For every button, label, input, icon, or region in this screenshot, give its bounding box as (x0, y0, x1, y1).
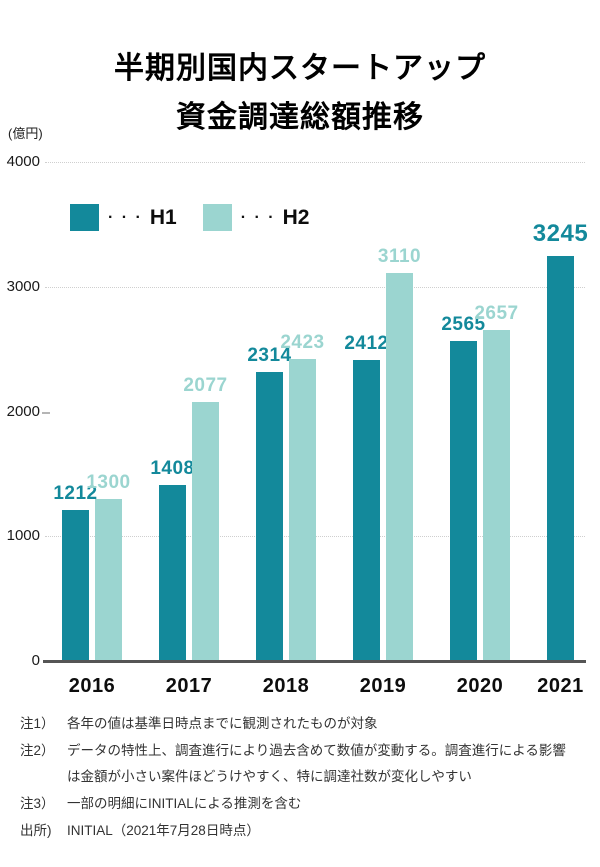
bar-2017-h2: 2077 (183, 375, 227, 661)
plot-area: 1212 1300 2016 1408 2077 2017 2314 2423 2018 2412… (42, 162, 588, 697)
x-tick-2019: 2019 (359, 675, 407, 697)
bar-fill-2016-h1 (62, 510, 89, 661)
bar-group-2016: 1212 1300 2016 (53, 162, 130, 697)
legend-dots-icon: · · · (240, 208, 276, 226)
bar-value-2021-h1: 3245 (532, 220, 589, 247)
gridline-3000 (45, 286, 585, 288)
x-tick-2021: 2021 (537, 675, 584, 697)
bar-value-2016-h1: 1212 (53, 483, 98, 504)
x-tick-2018: 2018 (262, 675, 310, 697)
x-axis-line (43, 660, 586, 663)
tick-mark-2000 (42, 411, 50, 414)
footnotes: 注1） 各年の値は基準日時点までに観測されたものが対象 注2） データの特性上、調査進… (20, 711, 582, 845)
footnote-marker: 注2） (20, 743, 55, 758)
footnote-marker: 出所) (20, 823, 52, 838)
legend-item-h2: · · · H2 (202, 204, 310, 231)
bar-2019-h2: 3110 (378, 246, 421, 661)
y-tick-0: 0 (31, 652, 40, 669)
chart-title-line2: 資金調達総額推移 (176, 101, 424, 134)
bar-2020-h1: 2565 (441, 314, 485, 661)
x-tick-2020: 2020 (456, 675, 504, 697)
bar-value-2019-h1: 2412 (344, 333, 389, 354)
bar-fill-2018-h1 (256, 372, 283, 661)
bar-group-2021: 3245 2021 (533, 162, 588, 697)
bar-2018-h1: 2314 (247, 345, 291, 661)
footnote-text: 一部の明細にINITIALによる推測を含む (67, 796, 302, 811)
bar-2021-h1: 3245 (533, 220, 588, 661)
y-tick-3000: 3000 (6, 277, 40, 295)
legend-label-h2: H2 (282, 205, 310, 229)
bar-fill-2016-h2 (95, 499, 122, 661)
y-tick-1000: 1000 (6, 527, 40, 545)
bar-fill-2020-h2 (483, 330, 510, 661)
footnote-marker: 注3） (20, 796, 55, 811)
bar-2017-h1: 1408 (150, 458, 194, 661)
legend-dots-icon: · · · (108, 208, 143, 226)
bar-value-2018-h2: 2423 (280, 332, 325, 353)
legend-swatch-h1 (70, 204, 99, 231)
y-axis-unit-label: (億円) (8, 126, 43, 141)
bar-fill-2021-h1 (547, 256, 574, 661)
bar-fill-2019-h1 (353, 360, 380, 661)
footnote-text: INITIAL（2021年7月28日時点） (67, 823, 260, 838)
bar-group-2019: 2412 3110 2019 (344, 162, 421, 697)
footnote-text: 各年の値は基準日時点までに観測されたものが対象 (67, 716, 378, 731)
bar-value-2017-h1: 1408 (150, 458, 195, 479)
bar-value-2020-h2: 2657 (474, 303, 519, 324)
chart-title-line1: 半期別国内スタートアップ (114, 52, 486, 85)
legend-label-h1: H1 (149, 205, 177, 229)
bar-group-2017: 1408 2077 2017 (150, 162, 227, 697)
bar-2016-h2: 1300 (86, 472, 130, 661)
bar-group-2020: 2565 2657 2020 (441, 162, 518, 697)
bar-value-2018-h1: 2314 (247, 345, 292, 366)
bar-2020-h2: 2657 (474, 303, 518, 661)
bar-fill-2017-h1 (159, 485, 186, 661)
y-tick-2000: 2000 (6, 402, 40, 420)
bar-fill-2017-h2 (192, 402, 219, 661)
bar-value-2017-h2: 2077 (183, 375, 228, 396)
footnote-2: 注2） データの特性上、調査進行により過去含めて数値が変動する。調査進行による影響… (20, 738, 582, 790)
x-tick-2017: 2017 (165, 675, 213, 697)
bar-fill-2019-h2 (386, 273, 413, 661)
y-tick-4000: 4000 (6, 153, 40, 170)
footnote-1: 注1） 各年の値は基準日時点までに観測されたものが対象 (20, 711, 582, 737)
chart-title: 半期別国内スタートアップ 資金調達総額推移 (0, 44, 600, 142)
bar-2019-h1: 2412 (344, 333, 388, 661)
bar-2016-h1: 1212 (53, 483, 97, 661)
bar-value-2016-h2: 1300 (86, 472, 131, 493)
footnote-4: 出所) INITIAL（2021年7月28日時点） (20, 818, 582, 844)
bar-group-2018: 2314 2423 2018 (247, 162, 324, 697)
bar-fill-2020-h1 (450, 341, 477, 661)
legend-item-h1: · · · H1 (70, 204, 177, 231)
footnote-3: 注3） 一部の明細にINITIALによる推測を含む (20, 791, 582, 817)
chart-legend: · · · H1 · · · H2 (70, 204, 309, 231)
footnote-marker: 注1） (20, 716, 55, 731)
gridline-4000 (45, 162, 585, 163)
bar-value-2019-h2: 3110 (377, 246, 422, 267)
bar-groups: 1212 1300 2016 1408 2077 2017 2314 2423 2018 2412… (45, 162, 588, 697)
bar-2018-h2: 2423 (280, 332, 324, 661)
footnote-text: データの特性上、調査進行により過去含めて数値が変動する。調査進行による影響は金額… (67, 743, 566, 784)
bar-fill-2018-h2 (289, 359, 316, 661)
bar-value-2020-h1: 2565 (441, 314, 486, 335)
legend-swatch-h2 (202, 204, 232, 231)
x-tick-2016: 2016 (68, 675, 116, 697)
